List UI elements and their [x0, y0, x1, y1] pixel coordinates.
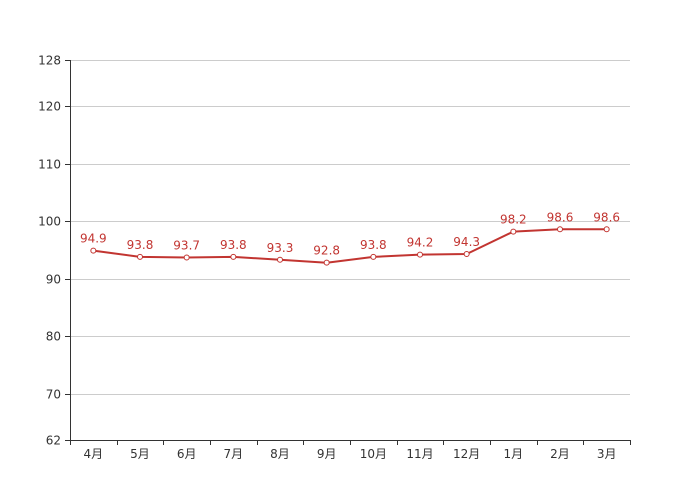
data-label: 98.2: [500, 213, 527, 227]
data-point: [510, 228, 517, 235]
data-point: [603, 226, 610, 233]
x-tick-label: 7月: [224, 447, 244, 461]
data-point: [183, 254, 190, 261]
data-point: [323, 259, 330, 266]
grid-lines: [70, 60, 630, 395]
x-tick-label: 9月: [317, 447, 337, 461]
y-tick-label: 80: [46, 330, 61, 344]
data-label: 93.7: [173, 238, 200, 252]
data-label: 98.6: [547, 210, 574, 224]
data-label: 94.2: [407, 236, 434, 250]
data-point: [90, 247, 97, 254]
axes: 62 70 80 90 100 110 120 128 4月 5月 6月 7月 8月 9月 10月 11月 12…: [38, 54, 631, 461]
series-line: [90, 226, 610, 266]
y-tick-label: 90: [46, 273, 61, 287]
data-point: [230, 253, 237, 260]
y-tick-label: 62: [46, 434, 61, 448]
data-point: [277, 256, 283, 263]
data-label: 93.3: [267, 241, 294, 255]
x-tick-label: 4月: [84, 447, 104, 461]
data-label: 94.9: [80, 232, 107, 246]
x-tick-label: 6月: [177, 447, 197, 461]
data-point: [463, 251, 470, 258]
x-tick-label: 12月: [453, 447, 480, 461]
x-tick-label: 11月: [406, 447, 433, 461]
x-tick-label: 8月: [270, 447, 290, 461]
x-tick-label: 5月: [130, 447, 150, 461]
y-tick-label: 100: [38, 215, 61, 229]
y-tick-label: 110: [38, 158, 61, 172]
data-label: 93.8: [220, 238, 247, 252]
data-point: [557, 226, 563, 233]
series-line-path: [93, 228, 607, 264]
y-tick-label: 128: [38, 54, 61, 68]
data-point: [417, 251, 423, 258]
x-tick-label: 3月: [597, 447, 617, 461]
data-point: [137, 253, 143, 260]
x-tick-label: 1月: [504, 447, 524, 461]
data-label: 93.8: [127, 238, 154, 252]
data-labels: 94.9 93.8 93.7 93.8 93.3 92.8 93.8 94.2 94.3 98.2…: [80, 210, 620, 257]
y-tick-label: 120: [38, 100, 61, 114]
data-label: 98.6: [593, 210, 620, 224]
data-label: 94.3: [453, 235, 480, 249]
x-tick-label: 2月: [550, 447, 570, 461]
data-point: [370, 253, 377, 260]
data-label: 93.8: [360, 238, 387, 252]
data-label: 92.8: [313, 244, 340, 258]
y-tick-label: 70: [46, 388, 61, 402]
x-tick-label: 10月: [360, 447, 387, 461]
